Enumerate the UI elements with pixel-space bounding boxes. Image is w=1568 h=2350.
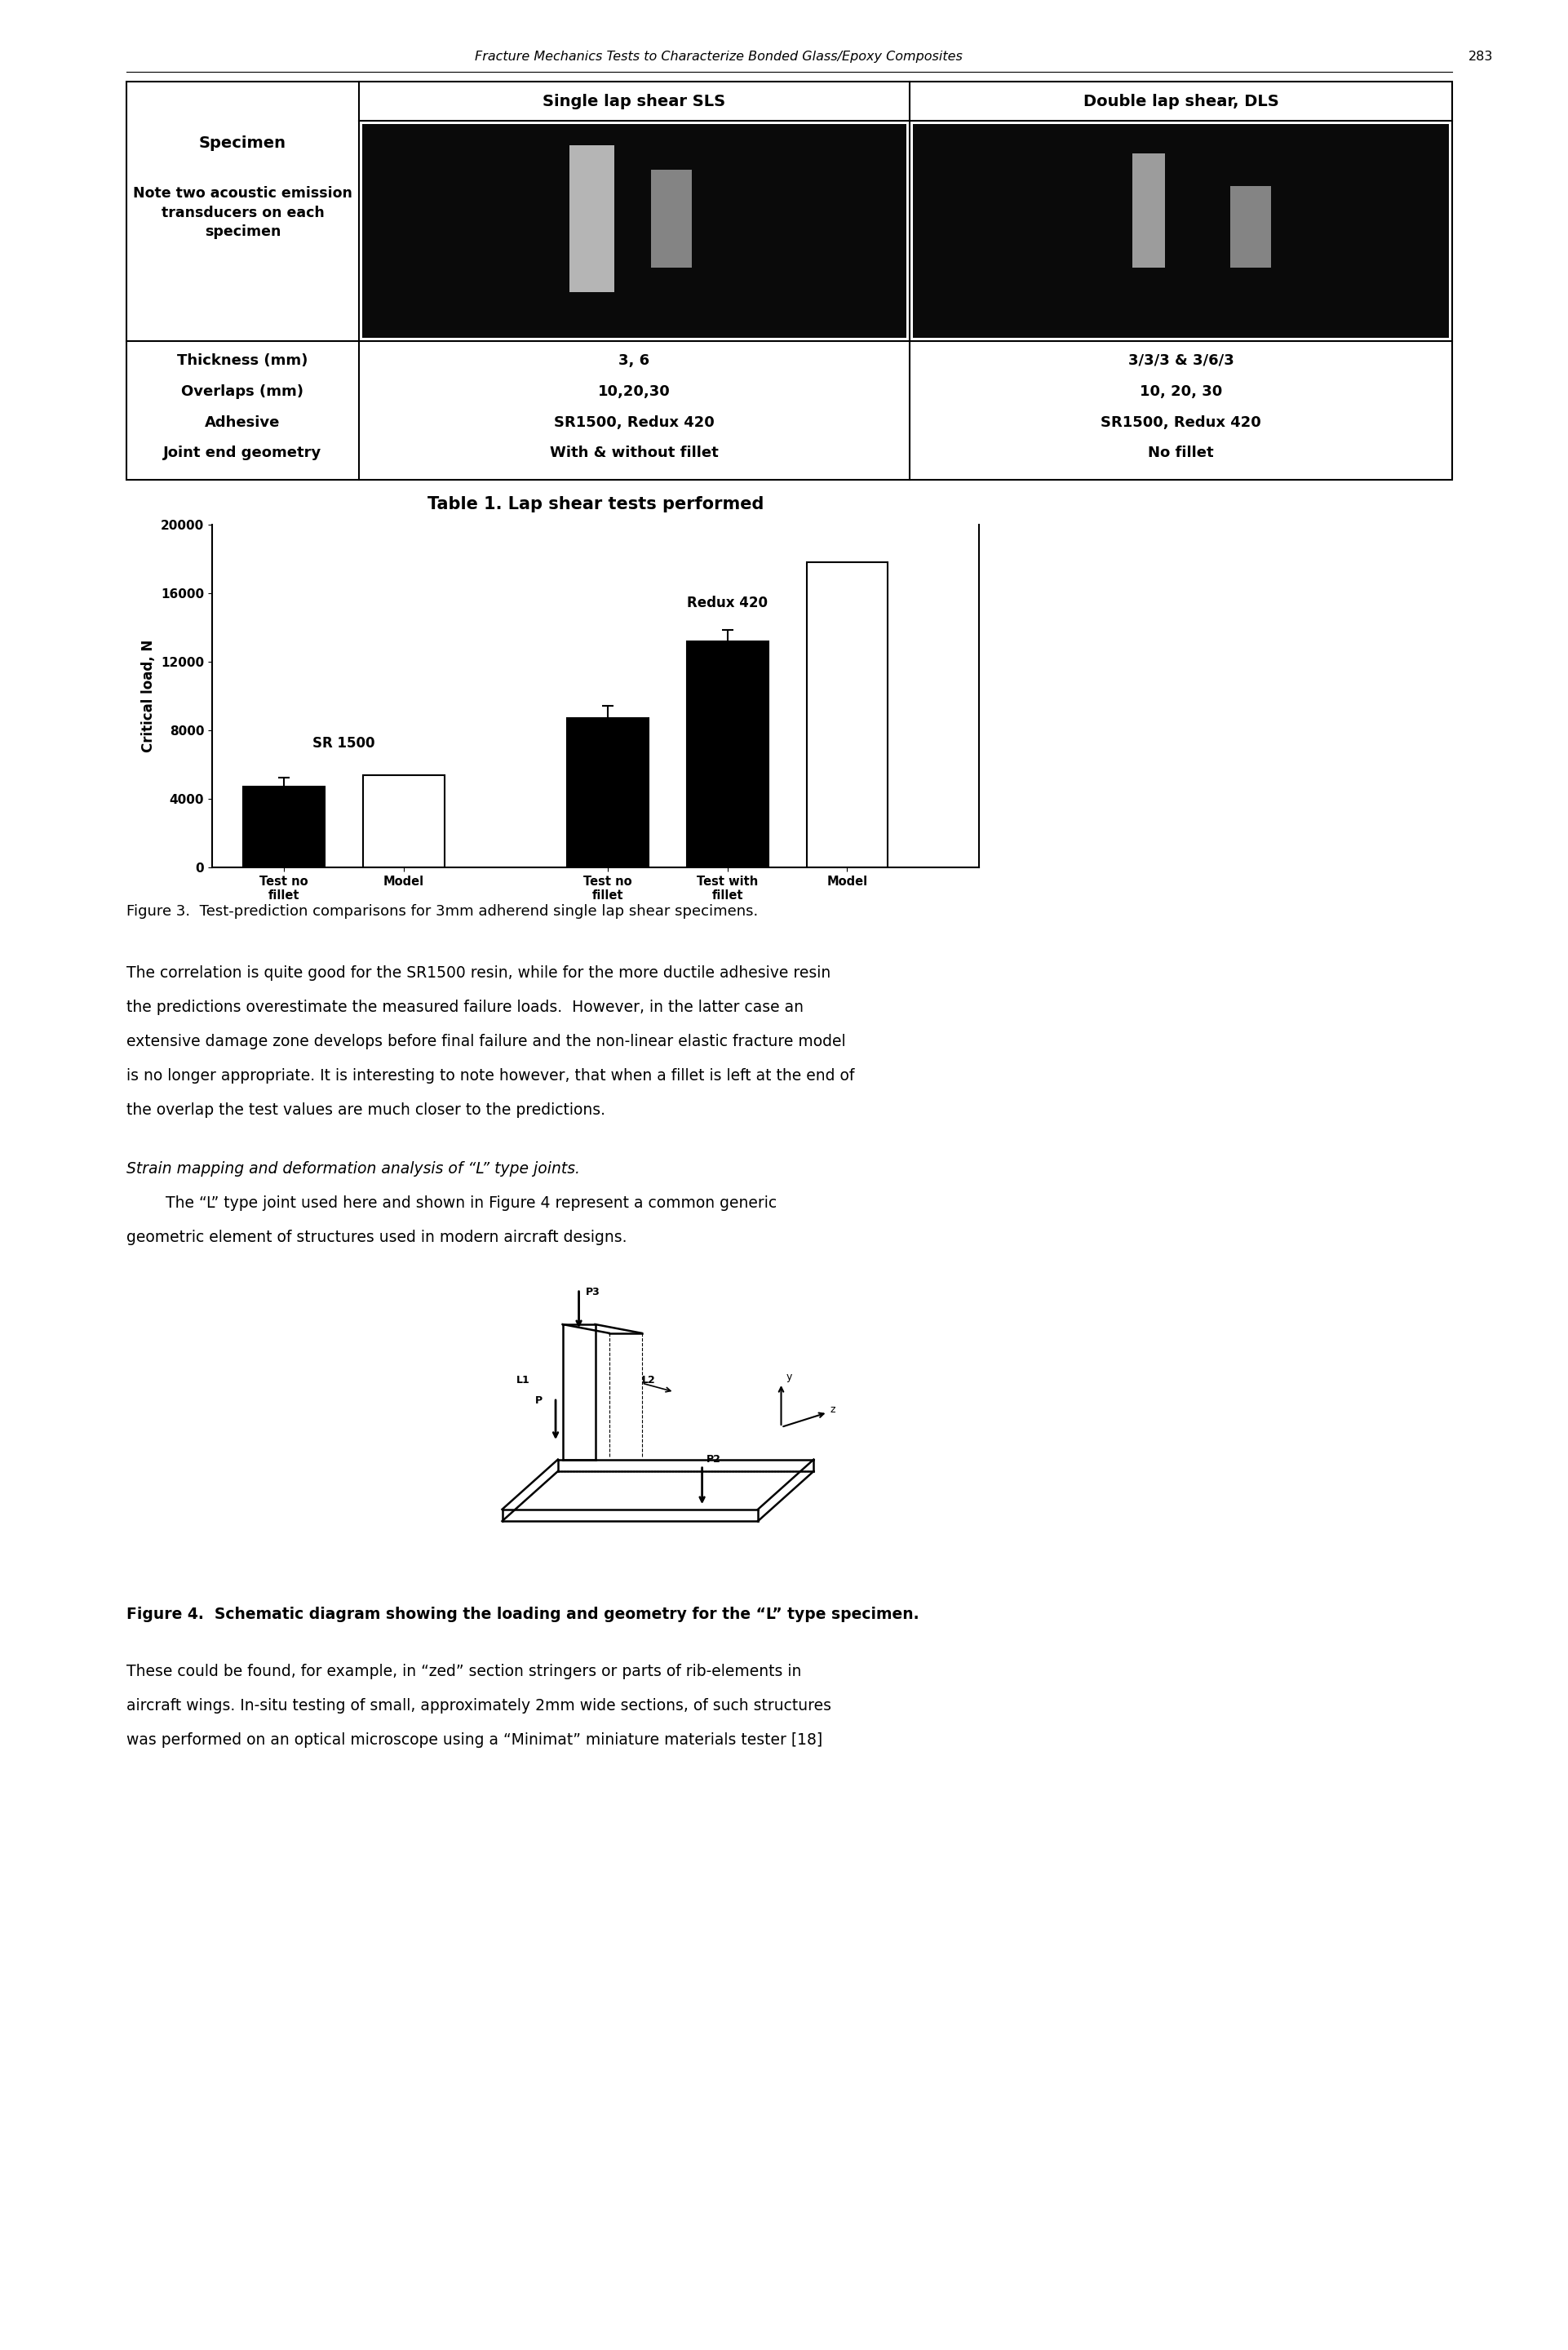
Bar [651, 169, 691, 268]
Bar [1132, 153, 1165, 268]
Text: Figure 3.  Test-prediction comparisons for 3mm adherend single lap shear specime: Figure 3. Test-prediction comparisons fo… [127, 905, 757, 919]
Text: Table 1. Lap shear tests performed: Table 1. Lap shear tests performed [428, 496, 764, 512]
Text: No fillet: No fillet [1148, 447, 1214, 461]
Text: SR 1500: SR 1500 [312, 736, 375, 752]
Text: extensive damage zone develops before final failure and the non-linear elastic f: extensive damage zone develops before fi… [127, 1034, 845, 1050]
Bar [243, 787, 325, 867]
Bar [569, 146, 615, 291]
Bar [913, 125, 1449, 338]
Y-axis label: Critical load, N: Critical load, N [141, 639, 157, 752]
Bar [364, 776, 445, 867]
Bar [687, 642, 768, 867]
Text: 10,20,30: 10,20,30 [597, 383, 671, 400]
Text: SR1500, Redux 420: SR1500, Redux 420 [1101, 416, 1261, 430]
Text: is no longer appropriate. It is interesting to note however, that when a fillet : is no longer appropriate. It is interest… [127, 1069, 855, 1083]
Text: Overlaps (mm): Overlaps (mm) [182, 383, 304, 400]
Text: L1: L1 [516, 1375, 530, 1386]
Text: Redux 420: Redux 420 [687, 595, 768, 611]
Text: L2: L2 [641, 1375, 655, 1386]
Text: Specimen: Specimen [199, 136, 287, 150]
Text: y: y [786, 1372, 792, 1382]
Text: Adhesive: Adhesive [205, 416, 281, 430]
Text: 3, 6: 3, 6 [619, 352, 649, 369]
Text: aircraft wings. In-situ testing of small, approximately 2mm wide sections, of su: aircraft wings. In-situ testing of small… [127, 1699, 831, 1713]
Text: Double lap shear, DLS: Double lap shear, DLS [1083, 94, 1278, 108]
Text: With & without fillet: With & without fillet [550, 447, 718, 461]
Text: 283: 283 [1469, 52, 1493, 63]
Text: The correlation is quite good for the SR1500 resin, while for the more ductile a: The correlation is quite good for the SR… [127, 966, 831, 980]
Text: Single lap shear SLS: Single lap shear SLS [543, 94, 726, 108]
Text: The “L” type joint used here and shown in Figure 4 represent a common generic: The “L” type joint used here and shown i… [127, 1196, 776, 1210]
Text: Joint end geometry: Joint end geometry [163, 447, 321, 461]
Text: was performed on an optical microscope using a “Minimat” miniature materials tes: was performed on an optical microscope u… [127, 1732, 823, 1748]
Text: SR1500, Redux 420: SR1500, Redux 420 [554, 416, 715, 430]
Bar [1229, 186, 1270, 268]
Text: 3/3/3 & 3/6/3: 3/3/3 & 3/6/3 [1127, 352, 1234, 369]
Text: P: P [535, 1396, 543, 1405]
Text: Fracture Mechanics Tests to Characterize Bonded Glass/Epoxy Composites: Fracture Mechanics Tests to Characterize… [475, 52, 963, 63]
Text: geometric element of structures used in modern aircraft designs.: geometric element of structures used in … [127, 1229, 627, 1246]
Text: Strain mapping and deformation analysis of “L” type joints.: Strain mapping and deformation analysis … [127, 1161, 580, 1177]
Text: the predictions overestimate the measured failure loads.  However, in the latter: the predictions overestimate the measure… [127, 999, 803, 1015]
Text: These could be found, for example, in “zed” section stringers or parts of rib-el: These could be found, for example, in “z… [127, 1664, 801, 1680]
Bar [127, 82, 1452, 479]
Text: z: z [829, 1405, 836, 1415]
Text: P2: P2 [707, 1455, 721, 1464]
Bar [362, 125, 906, 338]
Text: Note two acoustic emission
transducers on each
specimen: Note two acoustic emission transducers o… [133, 186, 353, 240]
Bar [566, 719, 648, 867]
Text: 10, 20, 30: 10, 20, 30 [1140, 383, 1221, 400]
Bar [806, 562, 887, 867]
Text: P3: P3 [586, 1288, 601, 1297]
Text: Figure 4.  Schematic diagram showing the loading and geometry for the “L” type s: Figure 4. Schematic diagram showing the … [127, 1607, 919, 1621]
Text: Thickness (mm): Thickness (mm) [177, 352, 309, 369]
Text: the overlap the test values are much closer to the predictions.: the overlap the test values are much clo… [127, 1102, 605, 1119]
